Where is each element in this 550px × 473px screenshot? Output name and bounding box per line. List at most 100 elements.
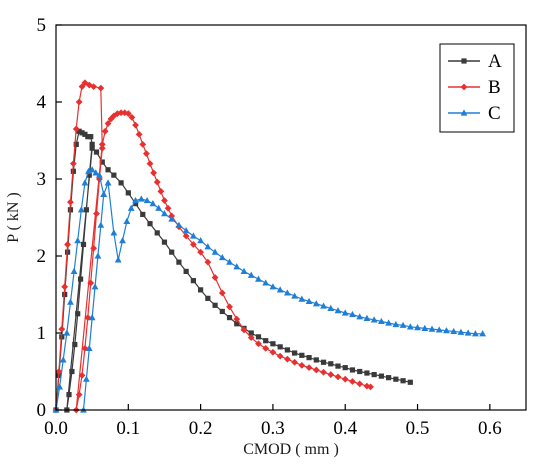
series-c-point — [127, 204, 135, 211]
series-c-point — [110, 229, 118, 236]
series-a-point — [407, 379, 413, 385]
series-a-point — [99, 159, 105, 165]
series-a-point — [226, 315, 233, 321]
series-c-point — [406, 323, 414, 330]
series-a-point — [86, 172, 92, 178]
series-c-point — [56, 383, 64, 390]
series-c-point — [421, 324, 429, 331]
series-a-point — [125, 190, 131, 196]
series-a-point — [270, 341, 276, 347]
series-c-point — [77, 206, 85, 213]
series-a-point — [400, 378, 406, 384]
series-c-point — [137, 195, 145, 202]
series-b-point — [283, 355, 291, 363]
series-c-point — [320, 302, 327, 309]
series-a-point — [93, 149, 100, 155]
series-b-point — [255, 340, 262, 348]
series-a-point — [76, 128, 82, 134]
series-b-point — [90, 244, 97, 252]
series-a-point — [364, 370, 370, 376]
x-tick-label: 0.4 — [333, 418, 357, 439]
series-a-point — [75, 311, 81, 317]
series-c-point — [363, 314, 371, 321]
series-a-point — [386, 375, 392, 381]
series-b — [52, 79, 374, 414]
series-c-point — [479, 330, 487, 337]
series-b-point — [58, 325, 66, 333]
series-a-point — [313, 357, 319, 363]
series-a-point — [80, 241, 87, 248]
series-b-point — [157, 187, 165, 195]
series-a-point — [299, 352, 305, 358]
series-c-point — [341, 309, 349, 316]
series-b-point — [104, 120, 112, 127]
series-a-point — [118, 180, 124, 186]
series-c-point — [94, 252, 102, 259]
series-c-point — [226, 258, 233, 265]
series-c-point — [91, 283, 99, 290]
y-axis-title: P ( kN ) — [5, 192, 22, 243]
series-c-point — [233, 263, 241, 270]
legend-item-a: A — [448, 51, 502, 72]
series-b-point — [164, 204, 172, 212]
series-c-point — [435, 326, 443, 333]
series-a-point — [176, 259, 182, 265]
series-b-point — [90, 83, 97, 90]
plot-frame — [55, 24, 527, 411]
series-a-point — [335, 363, 341, 369]
series-c-point — [143, 196, 151, 204]
y-tick-label: 4 — [37, 92, 47, 113]
series-c-point — [95, 171, 103, 178]
series-c-point — [149, 200, 157, 207]
series-b-point — [97, 84, 105, 92]
series-b-point — [87, 279, 95, 287]
series-c-point — [175, 221, 183, 228]
series-b-point — [153, 178, 161, 186]
series-a-point — [292, 350, 298, 356]
series-a-point — [277, 344, 283, 350]
y-tick-label: 3 — [37, 169, 47, 190]
series-c-point — [211, 248, 219, 255]
series-b-point — [161, 197, 168, 204]
series-a-point — [154, 230, 160, 236]
legend-item-b: B — [448, 77, 501, 98]
series-b-point — [124, 110, 132, 117]
series-c-point — [123, 217, 131, 224]
series-b-point — [349, 378, 356, 385]
series-b-point — [61, 283, 69, 291]
series-layer — [52, 79, 487, 414]
series-a-point — [284, 347, 290, 353]
series-a-point — [378, 373, 384, 379]
series-b-point — [298, 361, 306, 369]
series-c-point — [283, 289, 291, 296]
series-b-point — [78, 83, 86, 90]
series-c-point — [370, 316, 378, 323]
series-b-point — [114, 110, 121, 117]
series-b-point — [93, 210, 100, 218]
series-c-point — [63, 329, 71, 336]
series-b-point — [64, 241, 71, 248]
series-a-point — [161, 239, 168, 245]
series-b-point — [67, 198, 74, 206]
series-c-point — [240, 267, 248, 274]
series-b-point — [117, 109, 125, 117]
y-tick-label: 1 — [37, 323, 47, 344]
series-c-point — [334, 307, 342, 314]
series-b-point — [312, 366, 320, 374]
series-a-point — [111, 172, 117, 178]
series-c-point — [298, 295, 306, 302]
series-c-point — [100, 190, 108, 197]
series-b-point — [182, 232, 190, 240]
series-c-point — [70, 267, 78, 274]
series-b-point — [327, 371, 335, 378]
series-c-point — [464, 329, 472, 336]
x-tick-label: 0.2 — [189, 418, 213, 439]
series-a-point — [183, 268, 189, 274]
legend: ABC — [439, 43, 515, 133]
series-b-point — [142, 150, 150, 157]
series-a-point — [132, 201, 139, 207]
series-b-point — [363, 382, 371, 390]
series-a-point — [85, 134, 91, 140]
series-b-point — [139, 140, 147, 148]
